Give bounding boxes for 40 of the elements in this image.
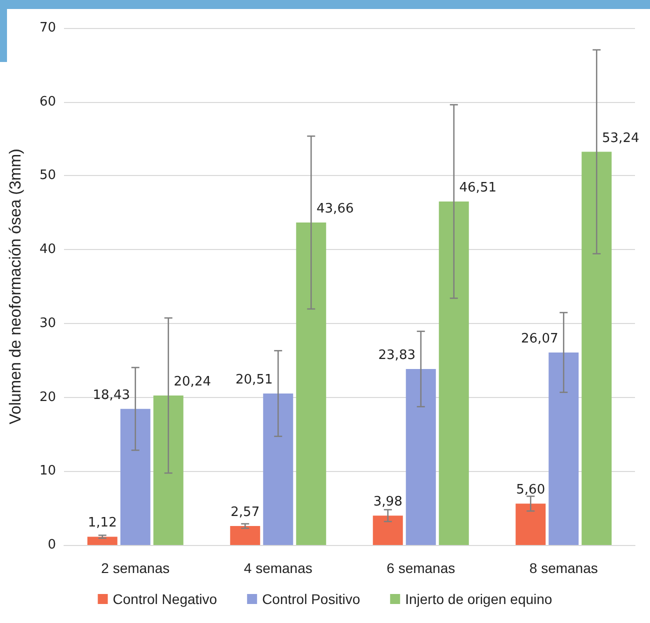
legend-label: Control Positivo [262, 591, 360, 607]
data-label: 1,12 [88, 516, 117, 531]
data-label: 53,24 [602, 130, 640, 146]
bar [120, 408, 150, 545]
y-axis-title: Volumen de neoformación ósea (3mm) [8, 148, 24, 424]
bar [548, 352, 579, 545]
x-tick-label: 6 semanas [386, 560, 456, 576]
y-tick-label: 10 [39, 464, 56, 479]
bar [438, 201, 469, 545]
y-tick-label: 0 [48, 538, 56, 552]
y-tick-label: 70 [39, 20, 56, 36]
bar [582, 152, 612, 545]
data-label: 18,43 [92, 388, 130, 403]
bar [153, 396, 184, 545]
data-label: 2,57 [230, 505, 260, 520]
data-label: 3,98 [373, 494, 402, 510]
bar [87, 536, 118, 545]
data-label: 20,51 [236, 372, 273, 388]
y-tick-label: 20 [39, 390, 56, 405]
bar [516, 504, 546, 545]
y-tick-label: 40 [39, 242, 56, 258]
data-label: 26,07 [521, 331, 558, 346]
data-label: 20,24 [174, 374, 211, 390]
x-tick-label: 4 semanas [244, 560, 312, 576]
legend-label: Control Negativo [112, 591, 218, 607]
legend-label: Injerto de origen equino [405, 591, 552, 607]
data-label: 46,51 [459, 180, 496, 196]
data-label: 23,83 [378, 348, 416, 363]
bar [230, 526, 260, 545]
data-label: 43,66 [316, 202, 354, 217]
y-tick-label: 60 [39, 94, 56, 110]
data-label: 5,60 [516, 482, 546, 498]
x-tick-label: 2 semanas [101, 560, 170, 576]
y-tick-label: 50 [39, 168, 56, 184]
bar [406, 369, 436, 545]
bar [263, 394, 294, 545]
y-tick-label: 30 [39, 316, 56, 331]
bar [296, 222, 326, 545]
bar [372, 516, 403, 545]
x-tick-label: 8 semanas [529, 560, 598, 576]
